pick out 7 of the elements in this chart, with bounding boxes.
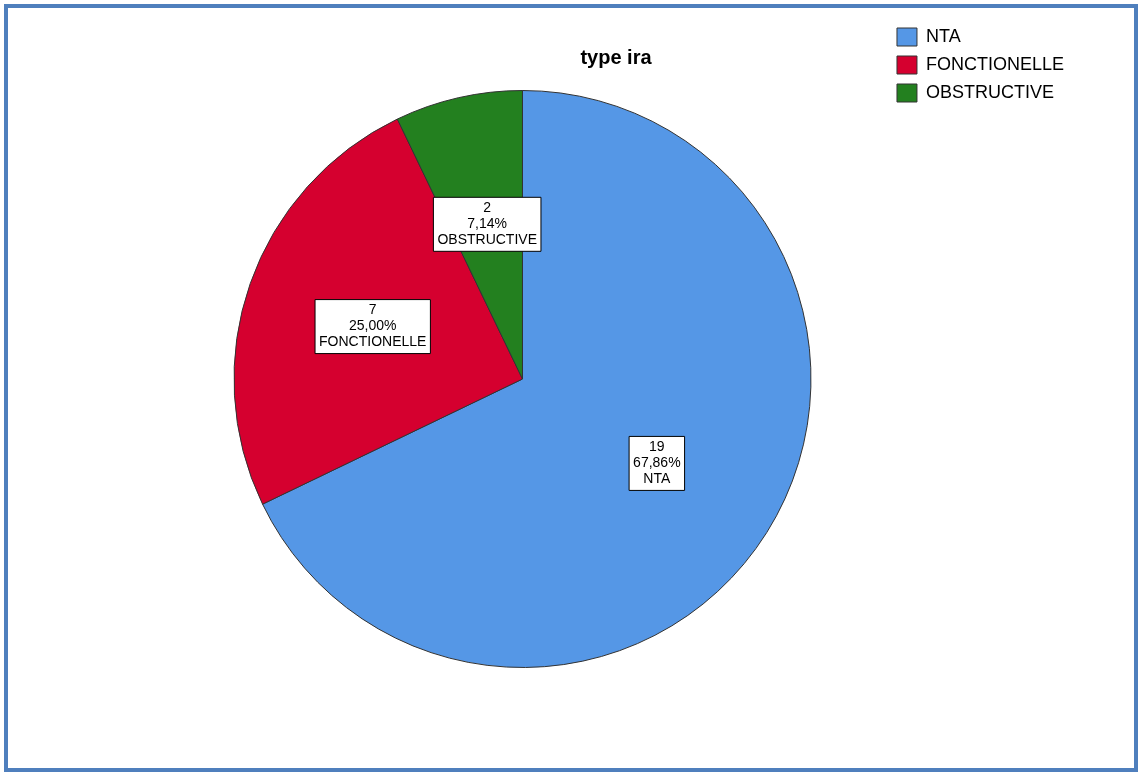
data-label: 19 67,86% NTA — [633, 438, 681, 487]
legend-label: FONCTIONELLE — [925, 53, 1065, 74]
legend-label: OBSTRUCTIVE — [925, 81, 1054, 102]
chart-title: type ira — [580, 45, 652, 68]
data-label: 7 25,00% FONCTIONELLE — [319, 301, 427, 350]
legend-label: NTA — [925, 25, 961, 46]
data-label: 2 7,14% OBSTRUCTIVE — [437, 199, 537, 248]
